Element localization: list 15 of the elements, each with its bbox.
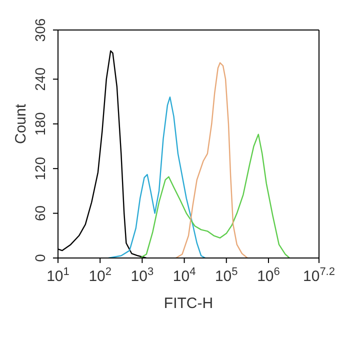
y-tick-label: 0 [32,254,48,262]
y-tick-label: 180 [32,112,48,136]
y-tick-label: 306 [32,18,48,42]
x-tick-label: 10$^{1}$ [46,266,70,285]
x-tick-label: 10$^{4}$ [172,266,196,285]
x-tick-label: 10$^{6}$ [257,266,280,285]
x-tick-label: 10$^{7.2}$ [303,266,335,285]
x-axis-title: FITC-H [164,295,214,312]
y-tick-label: 240 [32,67,48,91]
x-tick-label: 10$^{2}$ [88,266,112,285]
y-tick-label: 60 [32,205,48,222]
y-axis-title: Count [12,103,30,144]
x-tick-label: 10$^{3}$ [130,266,154,285]
x-tick-label: 10$^{5}$ [214,266,238,285]
y-tick-label: 120 [32,156,48,180]
